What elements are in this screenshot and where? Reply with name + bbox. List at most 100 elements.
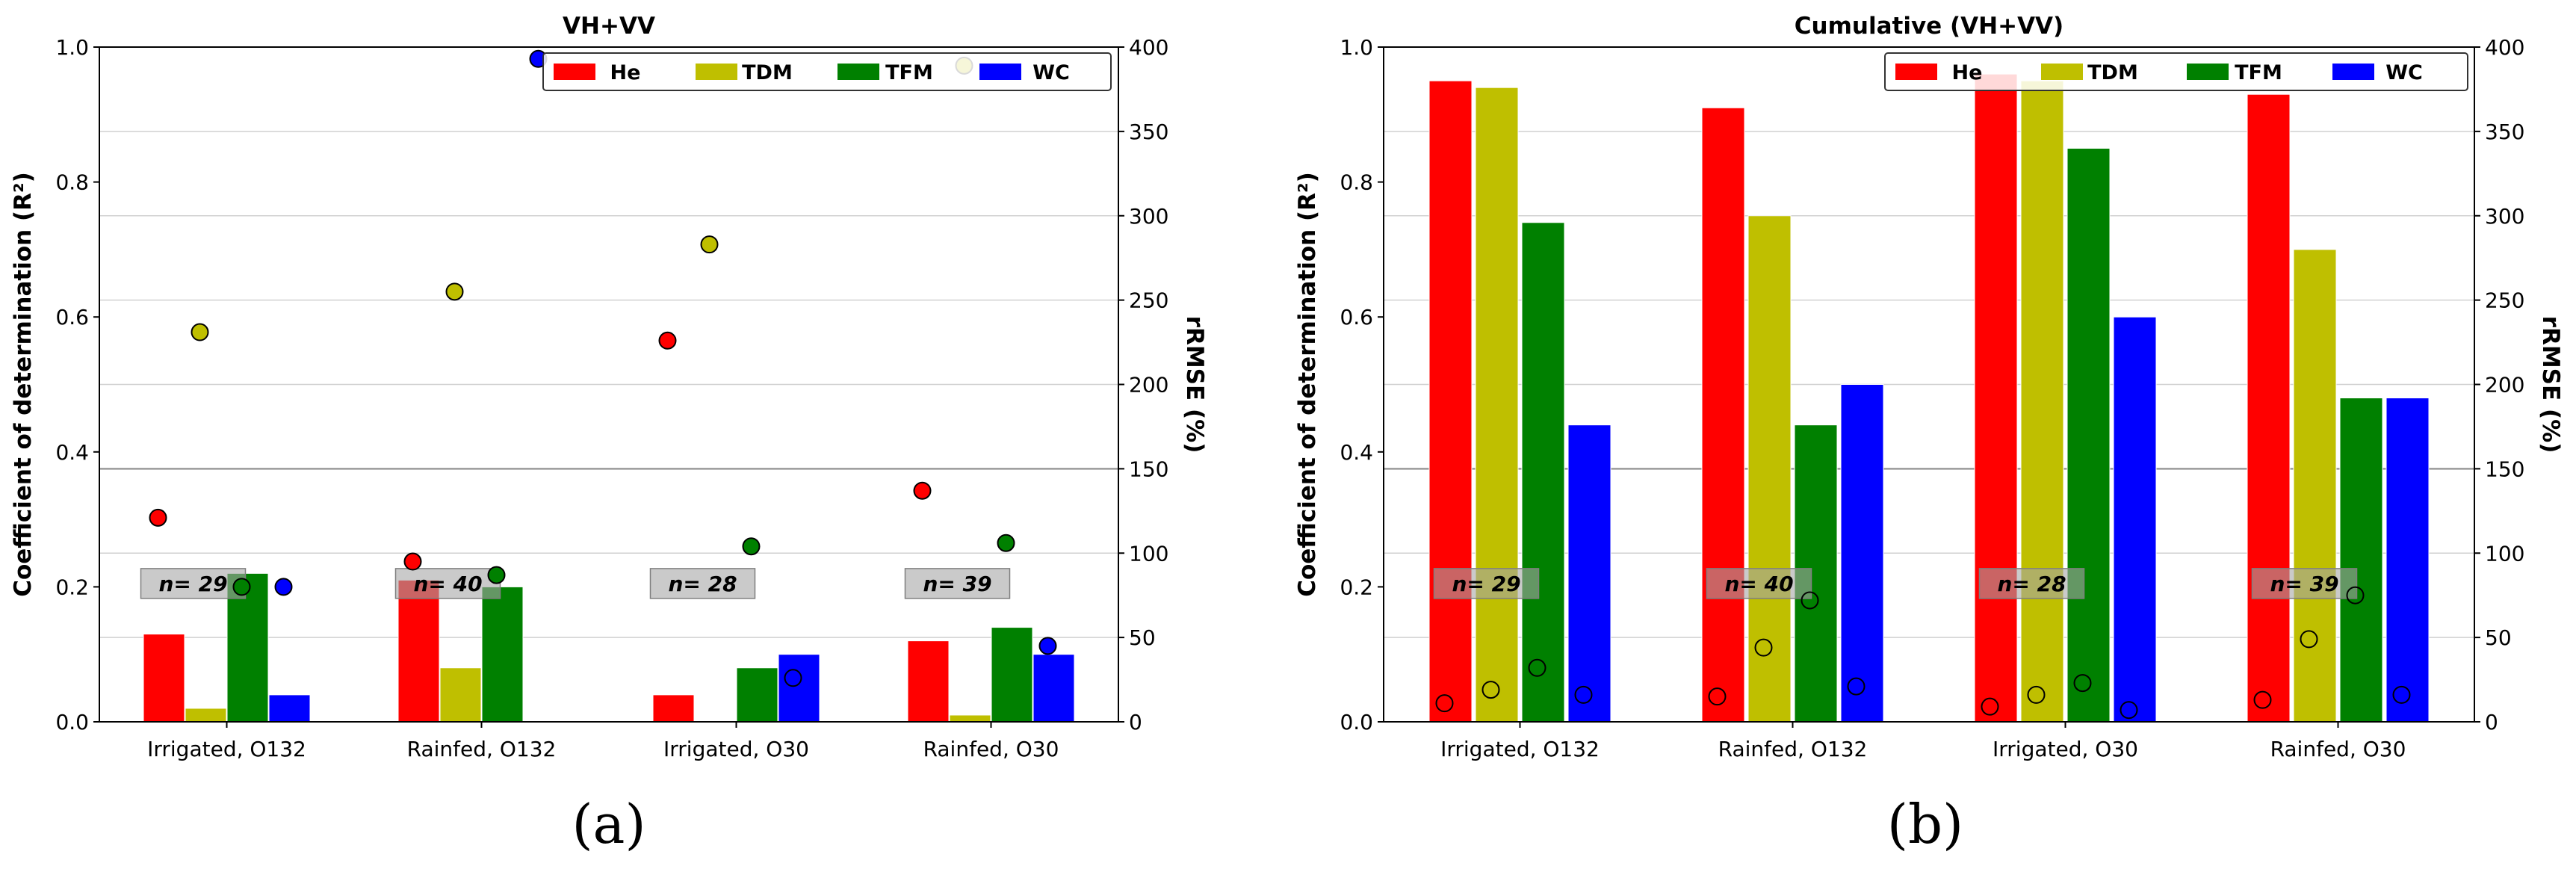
y2-tick-label: 350 [1129,120,1168,144]
rrmse-point-tfm-2 [742,537,761,556]
legend-swatch-wc [979,64,1021,80]
sample-size-box [904,568,1011,599]
bar-tfm-1 [481,586,524,723]
y-axis-label: Coefficient of determination (R²) [10,172,37,597]
rrmse-point-wc-2 [784,669,802,687]
x-tick-label: Rainfed, O132 [407,737,557,761]
sample-size-label: n= 39 [2251,568,2358,599]
x-tick-label: Rainfed, O30 [923,737,1059,761]
x-tick-label: Rainfed, O132 [1718,737,1868,761]
rrmse-point-wc-2 [2120,701,2138,720]
sample-size-text: n= 39 [2270,572,2338,596]
y-tick-label: 1.0 [1340,35,1373,60]
rrmse-point-tfm-3 [2346,586,2365,604]
bar-tdm-1 [1747,215,1792,723]
legend-label-tdm: TDM [2087,61,2138,84]
rrmse-point-tfm-0 [232,578,251,596]
sample-size-box [1706,568,1812,599]
legend-label-wc: WC [2385,61,2423,84]
sample-size-label: n= 29 [140,568,247,599]
rrmse-point-tfm-1 [1801,591,1819,610]
x-tick-label: Irrigated, O30 [663,737,809,761]
y-tick-label: 0.2 [1340,575,1373,599]
sample-size-box [1978,568,2085,599]
sample-size-box [1433,568,1540,599]
legend-swatch-he [1895,64,1937,80]
legend-label-he: He [1952,61,1983,84]
legend-swatch-he [554,64,595,80]
bar-wc-2 [778,654,820,723]
y2-tick-label: 400 [2485,35,2524,60]
y2-tick-label: 300 [1129,204,1168,229]
chart-panel-b: n= 29 n= 40 n= 28 n= 39 0.0 0.2 0.4 0.6 0.8 1.0 0 5… [1294,13,2564,856]
rrmse-point-tdm-3 [2300,630,2318,649]
y-tick-label: 0.8 [1340,170,1373,195]
bar-tdm-3 [949,714,991,723]
y2-tick-label: 400 [1129,35,1168,60]
rrmse-point-tfm-1 [487,566,506,584]
rrmse-point-he-0 [1435,694,1454,713]
y2-tick-label: 50 [2485,625,2512,650]
chart-title: VH+VV [563,13,655,40]
y2-tick-label: 300 [2485,204,2524,229]
y2-tick-label: 200 [2485,373,2524,398]
sample-size-label: n= 40 [394,568,501,599]
bar-tdm-0 [1475,87,1519,723]
legend-label-tdm: TDM [742,61,793,84]
rrmse-point-tfm-0 [1528,658,1546,677]
bar-tdm-3 [2293,249,2337,723]
sample-size-label: n= 28 [1978,568,2085,599]
y-tick-label: 0.8 [55,170,89,195]
rrmse-point-tdm-2 [2027,685,2046,704]
sample-size-label: n= 39 [904,568,1011,599]
bar-he-3 [907,640,950,723]
y-tick-label: 0.2 [55,575,89,599]
bar-tdm-1 [439,667,482,723]
y2-tick-label: 250 [1129,288,1168,313]
legend-label-wc: WC [1032,61,1070,84]
x-tick-label: Irrigated, O132 [1440,737,1600,761]
y2-tick-label: 50 [1129,625,1156,650]
y2-tick-label: 0 [2485,710,2498,735]
rrmse-point-wc-0 [1574,685,1593,704]
rrmse-point-he-0 [149,508,167,527]
bar-he-3 [2247,93,2291,723]
rrmse-point-wc-0 [274,578,293,596]
rrmse-point-tfm-2 [2073,674,2092,693]
sample-size-text: n= 29 [1452,572,1520,596]
x-tick-label: Irrigated, O132 [147,737,306,761]
bar-he-2 [652,694,695,723]
sample-size-label: n= 40 [1706,568,1812,599]
sample-size-box [2251,568,2358,599]
sample-size-text: n= 39 [923,572,991,596]
y2-tick-label: 100 [2485,541,2524,566]
panel-label: (a) [572,793,645,856]
y2-tick-label: 150 [2485,457,2524,481]
bar-wc-0 [1567,424,1611,723]
legend-swatch-tdm [696,64,737,80]
bar-wc-3 [1032,654,1075,723]
chart-panel-a: n= 29 n= 40 n= 28 n= 39 0.0 0.2 0.4 0.6 0.8 1.0 0 5… [10,13,1208,856]
bar-tdm-0 [185,708,227,723]
legend-swatch-wc [2332,64,2374,80]
rrmse-point-tfm-3 [997,534,1015,552]
sample-size-label: n= 29 [1433,568,1540,599]
bar-wc-3 [2385,398,2430,723]
sample-size-text: n= 40 [413,572,482,596]
rrmse-point-he-2 [1981,697,1999,716]
bar-he-0 [1428,80,1473,723]
rrmse-point-wc-3 [2392,685,2411,704]
bar-wc-1 [1840,384,1884,723]
y2-axis-label: rRMSE (%) [2537,316,2564,454]
sample-size-box [649,568,756,599]
rrmse-point-wc-3 [1038,637,1057,655]
y-tick-label: 1.0 [55,35,89,60]
y-tick-label: 0.4 [1340,440,1373,465]
rrmse-point-tdm-0 [191,323,209,341]
bar-he-2 [1974,73,2018,723]
x-tick-label: Rainfed, O30 [2270,737,2406,761]
rrmse-point-tdm-2 [700,235,719,254]
sample-size-text: n= 29 [158,572,227,596]
y2-tick-label: 100 [1129,541,1168,566]
